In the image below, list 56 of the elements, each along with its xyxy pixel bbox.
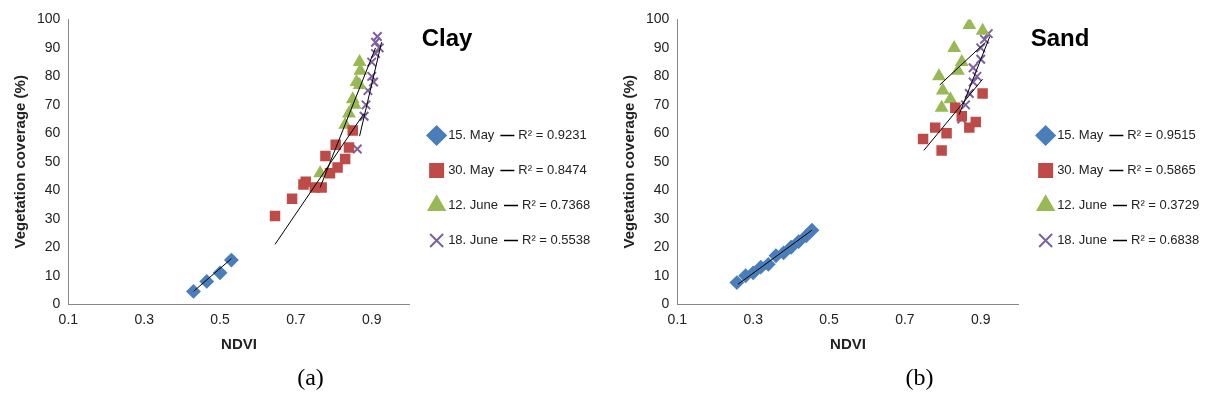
y-tick-label: 40: [653, 181, 670, 198]
y-tick-label: 60: [44, 124, 61, 141]
x-tick-label: 0.7: [895, 311, 915, 328]
x-tick-label: 0.9: [361, 311, 382, 328]
x-tick-label: 0.5: [210, 311, 230, 328]
y-tick-label: 90: [44, 38, 61, 55]
legend-label: R² = 0.7368: [522, 197, 591, 213]
x-tick-label: 0.1: [58, 311, 79, 328]
y-tick-label: 20: [44, 238, 61, 255]
y-tick-label: 70: [653, 95, 670, 112]
y-tick-label: 30: [653, 209, 670, 226]
y-tick-label: 60: [653, 124, 670, 141]
y-tick-label: 50: [653, 152, 670, 169]
y-tick-label: 70: [44, 95, 61, 112]
x-axis-title: NDVI: [221, 335, 257, 353]
y-tick-label: 50: [44, 152, 61, 169]
y-tick-label: 100: [37, 10, 61, 27]
y-tick-label: 20: [653, 238, 670, 255]
y-tick-label: 90: [653, 38, 670, 55]
chart-title: Clay: [421, 24, 473, 52]
y-tick-label: 40: [44, 181, 61, 198]
legend-label: 15. May: [1057, 127, 1104, 143]
x-tick-label: 0.1: [667, 311, 688, 328]
legend-label: R² = 0.9231: [518, 127, 587, 143]
text: (b): [904, 364, 935, 391]
legend-label: 12. June: [1057, 197, 1107, 213]
legend-label: R² = 0.6838: [1131, 232, 1200, 248]
legend-label: 15. May: [448, 127, 495, 143]
x-axis-title: NDVI: [830, 335, 866, 353]
x-tick-label: 0.5: [819, 311, 839, 328]
chart-title: Sand: [1030, 24, 1090, 52]
y-tick-label: 30: [44, 209, 61, 226]
y-tick-label: 0: [52, 295, 61, 312]
legend-label: 30. May: [448, 162, 495, 178]
legend-label: R² = 0.8474: [518, 162, 587, 178]
x-tick-label: 0.9: [970, 311, 991, 328]
y-axis-title: Vegetation coverage (%): [11, 75, 29, 249]
y-axis-title: Vegetation coverage (%): [620, 75, 638, 249]
y-tick-label: 10: [44, 266, 61, 283]
y-tick-label: 0: [661, 295, 670, 312]
legend-label: R² = 0.9515: [1127, 127, 1196, 143]
legend-label: R² = 0.5865: [1127, 162, 1196, 178]
legend-label: 18. June: [1057, 232, 1107, 248]
y-tick-label: 100: [646, 10, 670, 27]
x-tick-label: 0.3: [743, 311, 764, 328]
text: (a): [296, 364, 325, 391]
x-tick-label: 0.7: [286, 311, 306, 328]
y-tick-label: 10: [653, 266, 670, 283]
legend-label: 30. May: [1057, 162, 1104, 178]
legend-label: 12. June: [448, 197, 498, 213]
legend-label: 18. June: [448, 232, 498, 248]
y-tick-label: 80: [44, 67, 61, 84]
x-tick-label: 0.3: [134, 311, 155, 328]
legend-label: R² = 0.5538: [522, 232, 591, 248]
legend-label: R² = 0.3729: [1131, 197, 1200, 213]
y-tick-label: 80: [653, 67, 670, 84]
